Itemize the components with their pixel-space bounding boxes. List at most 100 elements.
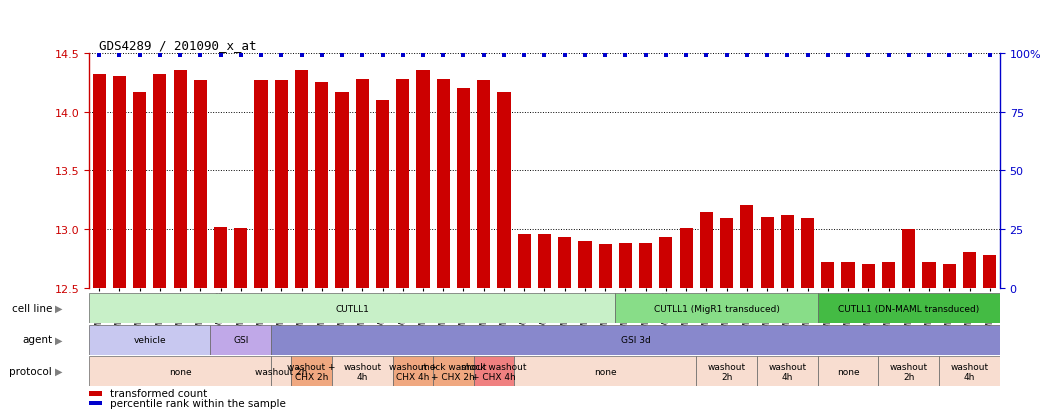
Bar	[497, 93, 511, 288]
Point	[516, 52, 533, 59]
Point	[232, 52, 249, 59]
Bar	[942, 264, 956, 288]
Bar	[194, 81, 207, 288]
Point	[152, 52, 169, 59]
Text: cell line: cell line	[12, 303, 52, 313]
Point	[192, 52, 208, 59]
Bar	[983, 255, 997, 288]
Text: washout +
CHX 2h: washout + CHX 2h	[288, 362, 336, 381]
Bar	[254, 81, 268, 288]
Point	[293, 52, 310, 59]
Text: none: none	[594, 367, 617, 376]
Point	[860, 52, 876, 59]
Text: CUTLL1 (MigR1 transduced): CUTLL1 (MigR1 transduced)	[653, 304, 779, 313]
Point	[658, 52, 674, 59]
Text: protocol: protocol	[9, 366, 52, 376]
Text: washout
2h: washout 2h	[890, 362, 928, 381]
Bar	[433, 356, 473, 386]
Bar	[477, 81, 490, 288]
Bar	[760, 218, 774, 288]
Bar	[396, 79, 409, 288]
Point	[738, 52, 755, 59]
Bar	[801, 219, 815, 288]
Point	[597, 52, 614, 59]
Point	[759, 52, 776, 59]
Text: washout 2h: washout 2h	[255, 367, 308, 376]
Point	[455, 52, 472, 59]
Bar	[89, 356, 271, 386]
Bar	[356, 79, 369, 288]
Point	[941, 52, 958, 59]
Bar	[133, 93, 147, 288]
Bar	[639, 243, 652, 288]
Point	[881, 52, 897, 59]
Text: washout
4h: washout 4h	[768, 362, 806, 381]
Point	[638, 52, 654, 59]
Text: none: none	[837, 367, 860, 376]
Point	[213, 52, 229, 59]
Bar	[291, 356, 332, 386]
Bar	[214, 227, 227, 288]
Text: transformed count: transformed count	[110, 388, 207, 398]
Bar	[599, 244, 611, 288]
Point	[415, 52, 431, 59]
Point	[779, 52, 796, 59]
Bar	[376, 100, 389, 288]
Bar	[393, 356, 433, 386]
Bar	[862, 264, 875, 288]
Point	[475, 52, 492, 59]
Point	[536, 52, 553, 59]
Bar	[89, 325, 210, 355]
Point	[577, 52, 594, 59]
Point	[435, 52, 451, 59]
Bar	[903, 229, 915, 288]
Bar	[332, 356, 393, 386]
Bar	[558, 237, 572, 288]
Point	[698, 52, 715, 59]
Point	[556, 52, 573, 59]
Text: washout +
CHX 4h: washout + CHX 4h	[388, 362, 437, 381]
Point	[334, 52, 351, 59]
Bar	[517, 234, 531, 288]
Point	[495, 52, 512, 59]
Bar	[660, 237, 672, 288]
Point	[799, 52, 816, 59]
Point	[961, 52, 978, 59]
Text: mock washout
+ CHX 2h: mock washout + CHX 2h	[421, 362, 486, 381]
Point	[617, 52, 633, 59]
Point	[840, 52, 856, 59]
Text: washout
4h: washout 4h	[343, 362, 381, 381]
Point	[395, 52, 411, 59]
Bar	[619, 243, 632, 288]
Point	[131, 52, 148, 59]
Text: none: none	[169, 367, 192, 376]
Bar	[740, 206, 754, 288]
Bar	[417, 71, 429, 288]
Bar	[89, 401, 103, 406]
Point	[313, 52, 330, 59]
Bar	[616, 294, 818, 323]
Bar	[295, 71, 308, 288]
Point	[374, 52, 391, 59]
Point	[354, 52, 371, 59]
Bar	[89, 294, 616, 323]
Bar	[818, 294, 1000, 323]
Point	[273, 52, 290, 59]
Point	[91, 52, 108, 59]
Point	[677, 52, 694, 59]
Point	[111, 52, 128, 59]
Bar	[89, 391, 103, 396]
Bar	[696, 356, 757, 386]
Bar	[271, 325, 1000, 355]
Bar	[92, 75, 106, 288]
Bar	[882, 262, 895, 288]
Bar	[335, 93, 349, 288]
Bar	[538, 234, 551, 288]
Bar	[271, 356, 291, 386]
Bar	[922, 262, 936, 288]
Bar	[174, 71, 186, 288]
Bar	[818, 356, 878, 386]
Text: GDS4289 / 201090_x_at: GDS4289 / 201090_x_at	[99, 39, 257, 52]
Text: ▶: ▶	[54, 304, 62, 313]
Text: percentile rank within the sample: percentile rank within the sample	[110, 398, 286, 408]
